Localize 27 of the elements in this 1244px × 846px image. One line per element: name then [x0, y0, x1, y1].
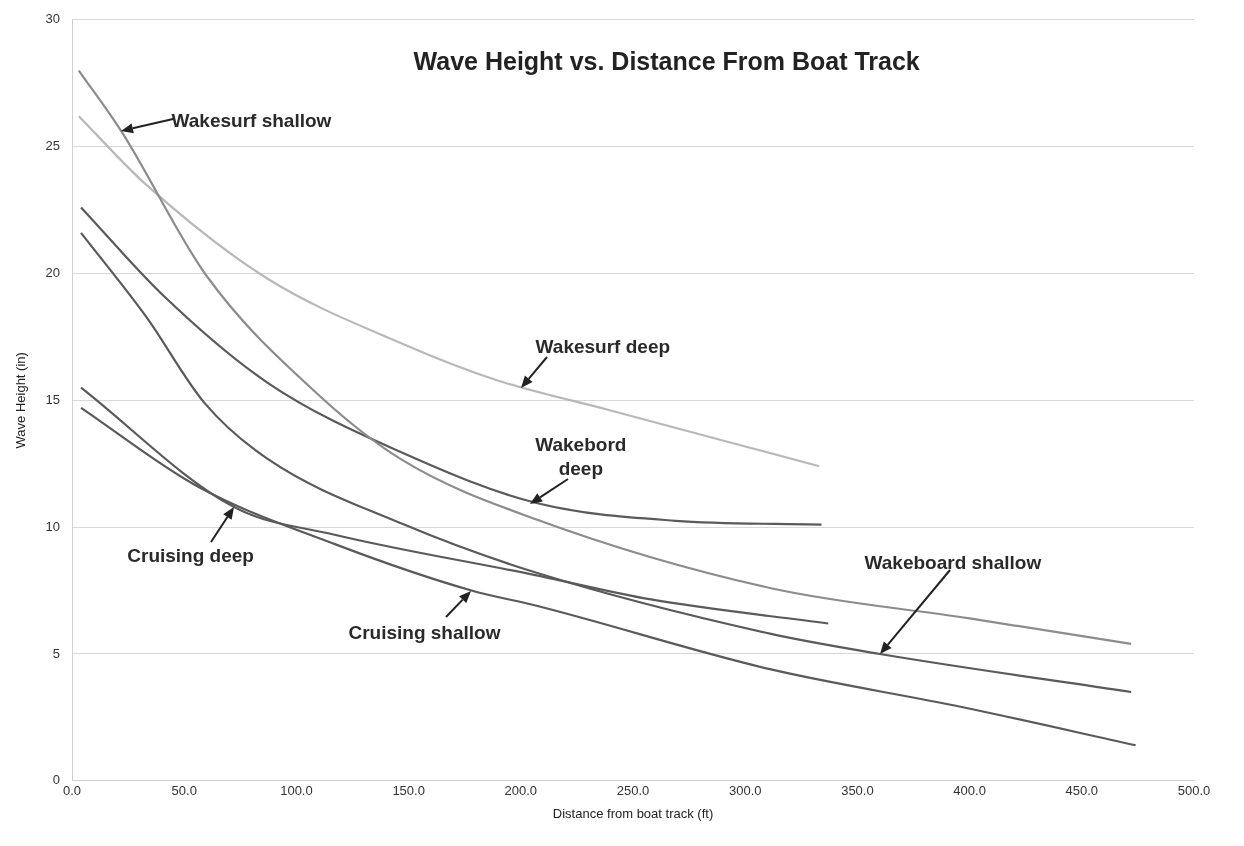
- x-tick-label: 0.0: [63, 783, 82, 799]
- y-tick-label: 5: [52, 645, 61, 661]
- annotation: Wakesurf shallow: [171, 109, 332, 131]
- annotation: Wakeboard shallow: [864, 552, 1042, 574]
- x-tick-label: 50.0: [171, 783, 197, 799]
- text: Wave Height vs. Distance From Boat Track: [413, 46, 920, 75]
- y-axis-title: Wave Height (in): [13, 352, 29, 449]
- y-tick-label: 20: [45, 265, 61, 281]
- x-tick-label: 400.0: [953, 783, 986, 799]
- x-axis-title: Distance from boat track (ft): [552, 805, 714, 821]
- annotation: Wakebord deep: [535, 433, 627, 479]
- y-tick-label: 10: [45, 518, 61, 534]
- x-tick-label: 250.0: [616, 783, 650, 799]
- x-tick-label: 150.0: [392, 783, 425, 799]
- y-tick-label: 25: [45, 138, 61, 154]
- x-tick-label: 300.0: [728, 783, 762, 799]
- y-tick-label: 0: [52, 772, 61, 788]
- x-tick-label: 450.0: [1065, 783, 1099, 799]
- x-tick-label: 200.0: [504, 783, 538, 799]
- annotation: Cruising shallow: [348, 621, 501, 643]
- y-tick-label: 15: [45, 391, 61, 407]
- x-tick-label: 100.0: [280, 783, 313, 799]
- annotation: Cruising deep: [127, 545, 254, 567]
- x-tick-label: 500.0: [1177, 783, 1211, 799]
- x-tick-label: 350.0: [841, 783, 874, 799]
- annotation: Wakesurf deep: [535, 335, 671, 357]
- y-tick-label: 30: [45, 11, 61, 27]
